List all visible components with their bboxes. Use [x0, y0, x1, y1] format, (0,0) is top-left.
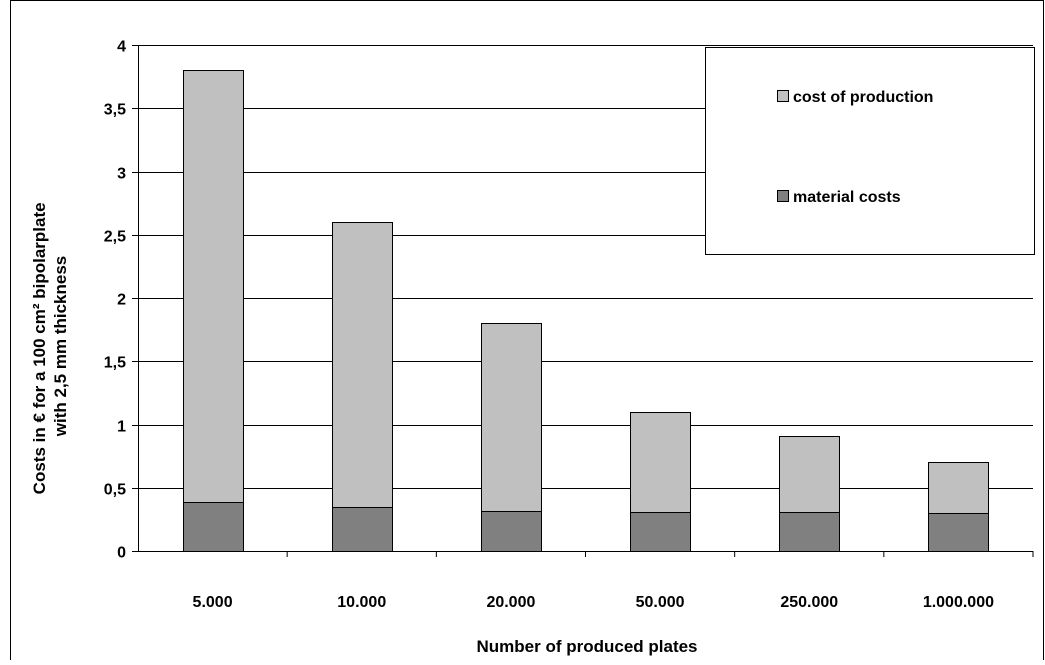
bar-cost-of-production — [630, 412, 691, 513]
y-tick-label: 1,5 — [104, 355, 126, 372]
bar-cost-of-production — [183, 70, 244, 503]
y-axis-title-line-1: Costs in € for a 100 cm² bipolarplate — [30, 202, 49, 494]
bar-material-costs — [630, 512, 691, 552]
legend-box — [705, 47, 1035, 255]
x-tick-label: 10.000 — [337, 594, 386, 611]
axes — [132, 45, 1034, 557]
bar-material-costs — [928, 513, 989, 552]
bar-material-costs — [332, 507, 393, 552]
bars — [183, 70, 989, 552]
y-tick-label: 2,5 — [104, 229, 126, 246]
y-tick-label: 3,5 — [104, 102, 126, 119]
y-tick-label: 1 — [117, 419, 126, 436]
bar-cost-of-production — [928, 462, 989, 514]
bar-cost-of-production — [779, 436, 840, 513]
bar-cost-of-production — [332, 222, 393, 508]
x-axis-title: Number of produced plates — [476, 637, 697, 656]
bar-material-costs — [481, 511, 542, 552]
legend-label: material costs — [793, 189, 901, 206]
y-axis-title-line-2: with 2,5 mm thickness — [51, 256, 70, 437]
bar-material-costs — [183, 502, 244, 552]
y-tick-label: 4 — [117, 39, 126, 56]
x-tick-label: 250.000 — [780, 594, 838, 611]
x-tick-label: 20.000 — [486, 594, 535, 611]
x-tick-label: 50.000 — [636, 594, 685, 611]
bar-material-costs — [779, 512, 840, 552]
x-tick-labels: 5.000 10.000 20.000 50.000 250.000 1.000.000 — [193, 594, 995, 611]
y-axis-title: Costs in € for a 100 cm² bipolarplate wi… — [30, 198, 70, 495]
legend-swatch — [777, 90, 789, 102]
legend-label: cost of production — [793, 89, 933, 106]
y-tick-label: 0,5 — [104, 482, 126, 499]
bar-cost-of-production — [481, 323, 542, 512]
y-tick-label: 2 — [117, 292, 126, 309]
legend-swatch — [777, 190, 789, 202]
y-tick-label: 0 — [117, 545, 126, 562]
x-tick-label: 1.000.000 — [923, 594, 994, 611]
legend: cost of production material costs — [705, 47, 1035, 255]
y-tick-labels: 0 0,5 1 1,5 2 2,5 3 3,5 4 — [104, 39, 126, 562]
x-tick-label: 5.000 — [193, 594, 233, 611]
y-tick-label: 3 — [117, 166, 126, 183]
